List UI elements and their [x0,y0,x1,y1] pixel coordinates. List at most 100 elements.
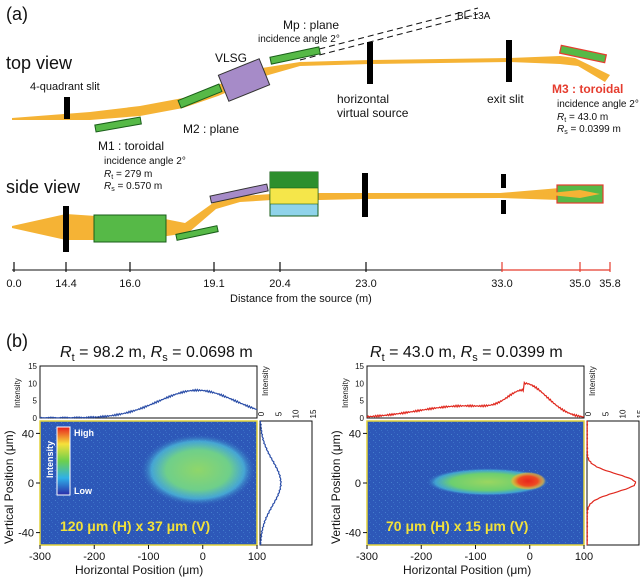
distance-tick-label: 19.1 [203,278,224,290]
top-view-title: top view [6,53,73,73]
x-tick-label: -300 [356,551,378,563]
exit-slit-side-lower [501,200,506,214]
distance-tick-label: 33.0 [491,278,512,290]
top-profile-tick-label: 10 [355,379,364,388]
plot-left-y-axis-label: Vertical Position (μm) [2,430,16,544]
m1-mirror-side [93,214,167,243]
horizontal-virtual-source-label-1: horizontal [337,92,389,106]
plot-left-colorbar-low: Low [74,486,93,496]
plot-right-side-profile-frame [586,420,640,546]
plot-right-beam-core [510,472,546,490]
plot-left-title-sub1: t [72,352,75,364]
plot-right-title-sub1: t [382,352,385,364]
plot-right-top-profile-frame [366,365,585,419]
m3-mirror-top [558,44,608,64]
exit-slit-top [506,40,512,82]
m1-title-label: M1 : toroidal [98,139,164,153]
plot-right-x-axis-label: Horizontal Position (μm) [403,563,531,577]
x-tick-label: 0 [527,551,533,563]
side-profile-tick-label: 15 [636,409,640,418]
plot-left-colorbar-label: Intensity [45,441,55,478]
distance-axis-ticks: 0.0 14.4 16.0 19.1 20.4 23.0 33.0 35.0 35.8 [6,262,621,290]
plot-left-vertical-profile [259,420,282,546]
top-profile-tick-label: 0 [360,414,365,423]
m3-rs-label: Rs = 0.0399 m [557,124,621,136]
virtual-source-slit-side [362,173,368,217]
distance-tick-label: 35.8 [599,278,620,290]
y-tick-label: 0 [28,478,34,490]
plot-left-top-profile-label: Intensity [13,378,22,408]
top-profile-tick-label: 0 [33,414,38,423]
plot-right-top-profile-label: Intensity [341,378,350,408]
plot-left-side-profile-frame [259,420,313,546]
plot-right-vertical-profile [586,420,637,545]
plot-right-y-ticks: 40 0 -40 [345,428,367,540]
x-tick-label: -100 [137,551,159,563]
top-view-beam [12,56,610,120]
m1-rs-value: = 0.570 m [115,181,163,192]
x-tick-label: -100 [464,551,486,563]
quad-slit-label: 4-quadrant slit [30,81,100,93]
side-profile-tick-label: 0 [584,411,593,416]
top-profile-tick-label: 5 [360,397,365,406]
distance-tick-label: 35.0 [569,278,590,290]
vlsg-label: VLSG [215,51,247,65]
side-profile-tick-label: 15 [309,409,318,418]
quad-slit-top [64,97,70,119]
plot-left-x-axis-label: Horizontal Position (μm) [75,563,203,577]
horizontal-virtual-source-slit [367,42,373,84]
plot-right-title-mid: = 43.0 m, [385,344,461,361]
distance-tick-label: 23.0 [355,278,376,290]
m1-mirror-top [94,116,142,133]
y-tick-label: -40 [345,528,361,540]
top-profile-tick-label: 10 [28,379,37,388]
bl13a-dashed-line-upper [299,7,479,55]
m3-title-label: M3 : toroidal [552,82,623,96]
y-tick-label: 0 [355,478,361,490]
m3-side-beam-focus [540,190,600,198]
horizontal-virtual-source-label-2: virtual source [337,106,409,120]
plot-right-x-ticks: -300 -200 -100 0 100 [356,545,593,563]
m1-rt-label: Rt = 279 m [104,169,152,181]
panel-a-label: (a) [6,4,28,24]
x-tick-label: -300 [29,551,51,563]
plot-right-horizontal-profile [366,380,585,418]
vlsg-grating-side [209,183,269,204]
m3-rt-symbol: R [557,112,564,123]
mp-mirror-side-top [270,172,318,190]
mp-mirror-side-screen [269,187,319,205]
x-tick-label: -200 [410,551,432,563]
m1-rt-symbol: R [104,169,111,180]
plot-right-y-axis-label: Vertical Position (μm) [329,430,343,544]
m3-rs-symbol: R [557,124,564,135]
plot-left-horizontal-profile [39,388,257,419]
plot-right-side-profile-label: Intensity [588,366,597,396]
side-profile-tick-label: 5 [274,411,283,416]
distance-tick-label: 16.0 [119,278,140,290]
m3-angle-label: incidence angle 2° [557,99,639,110]
plot-left-title-end: = 0.0698 m [168,344,253,361]
plot-right-title-sub2: s [472,352,478,364]
x-tick-label: 100 [575,551,593,563]
distance-tick-label: 14.4 [55,278,76,290]
m1-rs-symbol: R [104,181,111,192]
m1-rs-subscript: s [111,186,115,193]
plot-left-side-ticks: 0 5 10 15 [257,409,318,418]
quad-slit-side [63,206,69,252]
m1-angle-label: incidence angle 2° [104,156,186,167]
exit-slit-label: exit slit [487,92,524,106]
mp-mirror [269,46,321,65]
y-tick-label: -40 [18,528,34,540]
m3-rs-value: = 0.0399 m [568,124,621,135]
bl13a-label: BL-13A [457,11,491,22]
top-profile-tick-label: 15 [28,362,37,371]
plot-left-top-profile-frame [39,365,258,419]
bl13a-dashed-line-lower [299,13,479,61]
mp-angle-label: incidence angle 2° [258,34,340,45]
m3-rt-value: = 43.0 m [566,112,608,123]
plot-right-title-end: = 0.0399 m [478,344,563,361]
m1-rt-value: = 279 m [113,169,152,180]
plot-left-size-label: 120 μm (H) x 37 μm (V) [60,518,210,534]
distance-tick-label: 20.4 [269,278,290,290]
